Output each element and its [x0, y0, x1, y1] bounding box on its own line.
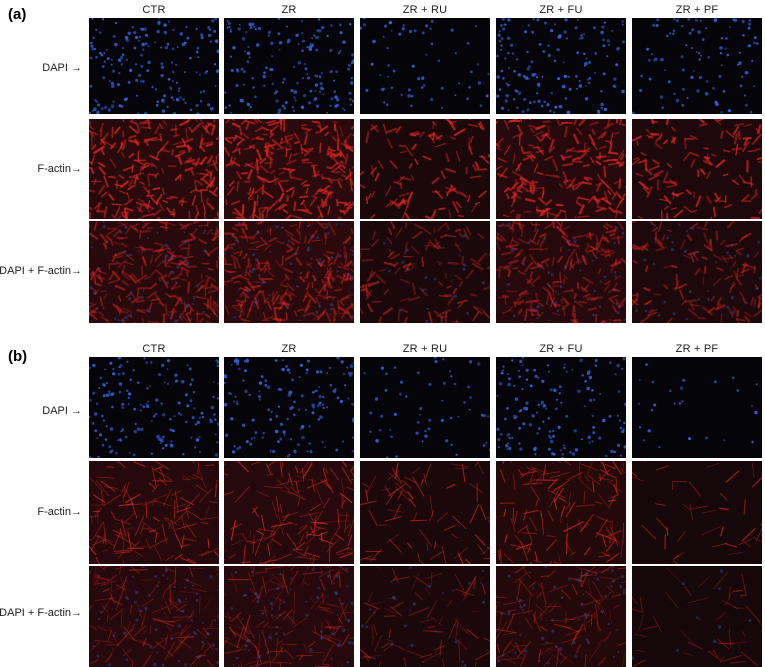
micrograph-tile-b-merge-zr [224, 566, 354, 667]
micrograph-tile-a-dapi-zr [224, 18, 354, 114]
micrograph-tile-a-merge-zr-ru [360, 221, 490, 323]
micrograph-tile-b-merge-zr-ru [360, 566, 490, 667]
row-label-dapi: DAPI → [42, 405, 82, 417]
micrograph-tile-b-merge-zr-pf [632, 566, 762, 667]
panel-b: (b) CTR ZR ZR + RU ZR + FU ZR + PF DAPI … [0, 340, 765, 667]
panel-a: (a) CTR ZR ZR + RU ZR + FU ZR + PF DAPI … [0, 0, 765, 325]
column-header-zr-pf: ZR + PF [675, 4, 719, 16]
micrograph-tile-b-dapi-zr-fu [496, 357, 626, 458]
row-label-merge: DAPI + F-actin→ [0, 607, 82, 619]
panel-label: (a) [8, 6, 27, 23]
column-header-zr-pf: ZR + PF [675, 343, 719, 355]
micrograph-tile-a-merge-ctr [89, 221, 219, 323]
micrograph-tile-a-factin-zr-ru [360, 119, 490, 219]
micrograph-tile-b-dapi-zr-ru [360, 357, 490, 458]
column-header-zr-fu: ZR + FU [539, 343, 583, 355]
micrograph-tile-b-factin-zr-pf [632, 461, 762, 564]
column-header-ctr: CTR [142, 4, 166, 16]
row-label-merge: DAPI + F-actin→ [0, 265, 82, 277]
micrograph-tile-b-factin-zr [224, 461, 354, 564]
micrograph-tile-a-factin-zr-pf [632, 119, 762, 219]
column-header-zr-ru: ZR + RU [402, 4, 448, 16]
micrograph-tile-b-factin-zr-fu [496, 461, 626, 564]
micrograph-tile-a-merge-zr [224, 221, 354, 323]
column-header-zr-fu: ZR + FU [539, 4, 583, 16]
micrograph-tile-b-dapi-zr-pf [632, 357, 762, 458]
column-header-zr-ru: ZR + RU [402, 343, 448, 355]
micrograph-tile-a-factin-ctr [89, 119, 219, 219]
micrograph-tile-b-merge-ctr [89, 566, 219, 667]
micrograph-tile-a-dapi-ctr [89, 18, 219, 114]
panel-label: (b) [8, 348, 28, 365]
row-label-factin: F-actin→ [37, 506, 82, 518]
micrograph-tile-b-dapi-zr [224, 357, 354, 458]
micrograph-tile-b-dapi-ctr [89, 357, 219, 458]
micrograph-tile-b-factin-ctr [89, 461, 219, 564]
micrograph-tile-a-merge-zr-pf [632, 221, 762, 323]
column-header-zr: ZR [281, 343, 297, 355]
column-header-ctr: CTR [142, 343, 166, 355]
micrograph-tile-a-merge-zr-fu [496, 221, 626, 323]
micrograph-tile-b-factin-zr-ru [360, 461, 490, 564]
micrograph-tile-a-dapi-zr-ru [360, 18, 490, 114]
micrograph-tile-a-factin-zr-fu [496, 119, 626, 219]
row-label-dapi: DAPI → [42, 62, 82, 74]
micrograph-tile-a-dapi-zr-fu [496, 18, 626, 114]
micrograph-tile-a-dapi-zr-pf [632, 18, 762, 114]
micrograph-tile-a-factin-zr [224, 119, 354, 219]
row-label-factin: F-actin→ [37, 163, 82, 175]
column-header-zr: ZR [281, 4, 297, 16]
micrograph-tile-b-merge-zr-fu [496, 566, 626, 667]
